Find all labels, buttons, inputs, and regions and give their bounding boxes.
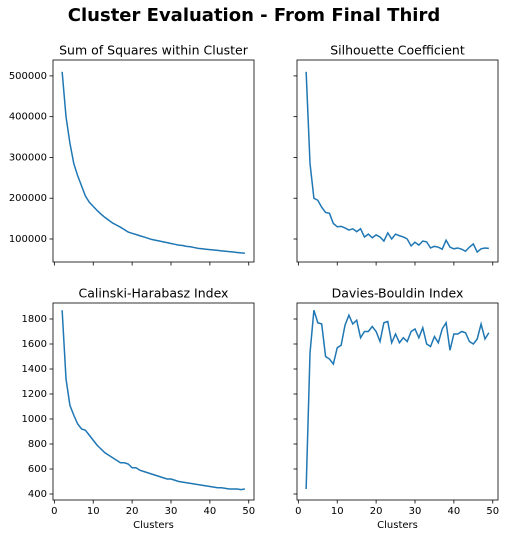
y-tick-label: 200000 [9, 193, 47, 204]
x-tick-label: 30 [409, 506, 422, 517]
axes-title: Davies-Bouldin Index [332, 286, 464, 301]
y-tick-label: 400 [28, 489, 47, 500]
axes-frame [296, 302, 499, 501]
axes-title: Silhouette Coefficient [330, 43, 465, 58]
y-tick-label: 1000 [22, 414, 47, 425]
y-tick-label: 1400 [22, 364, 47, 375]
y-tick-label: 600 [28, 464, 47, 475]
x-tick-label: 0 [295, 506, 301, 517]
x-tick-label: 40 [204, 506, 217, 517]
y-tick-label: 800 [28, 439, 47, 450]
axes-frame [52, 302, 255, 501]
y-tick-label: 100000 [9, 234, 47, 245]
x-tick-label: 20 [126, 506, 139, 517]
data-line [305, 310, 490, 490]
y-tick-label: 300000 [9, 152, 47, 163]
y-tick-label: 1800 [22, 314, 47, 325]
y-tick-label: 1600 [22, 339, 47, 350]
x-tick-label: 10 [331, 506, 344, 517]
x-tick-label: 40 [448, 506, 461, 517]
figure-title: Cluster Evaluation - From Final Third [68, 5, 440, 26]
y-tick-label: 400000 [9, 112, 47, 123]
axes-title: Calinski-Harabasz Index [79, 286, 229, 301]
data-line [305, 71, 489, 254]
data-line [61, 310, 245, 491]
x-tick-label: 50 [242, 506, 255, 517]
y-tick-label: 500000 [9, 71, 47, 82]
x-axis-label: Clusters [377, 520, 418, 531]
x-tick-label: 10 [87, 506, 100, 517]
axes-title: Sum of Squares within Cluster [59, 43, 249, 58]
axes-frame [52, 59, 255, 263]
x-tick-label: 0 [51, 506, 57, 517]
data-line [61, 71, 245, 255]
y-tick-label: 1200 [22, 389, 47, 400]
x-tick-label: 50 [486, 506, 499, 517]
x-axis-label: Clusters [133, 520, 174, 531]
x-tick-label: 30 [165, 506, 178, 517]
axes-frame [296, 59, 499, 263]
x-tick-label: 20 [370, 506, 383, 517]
